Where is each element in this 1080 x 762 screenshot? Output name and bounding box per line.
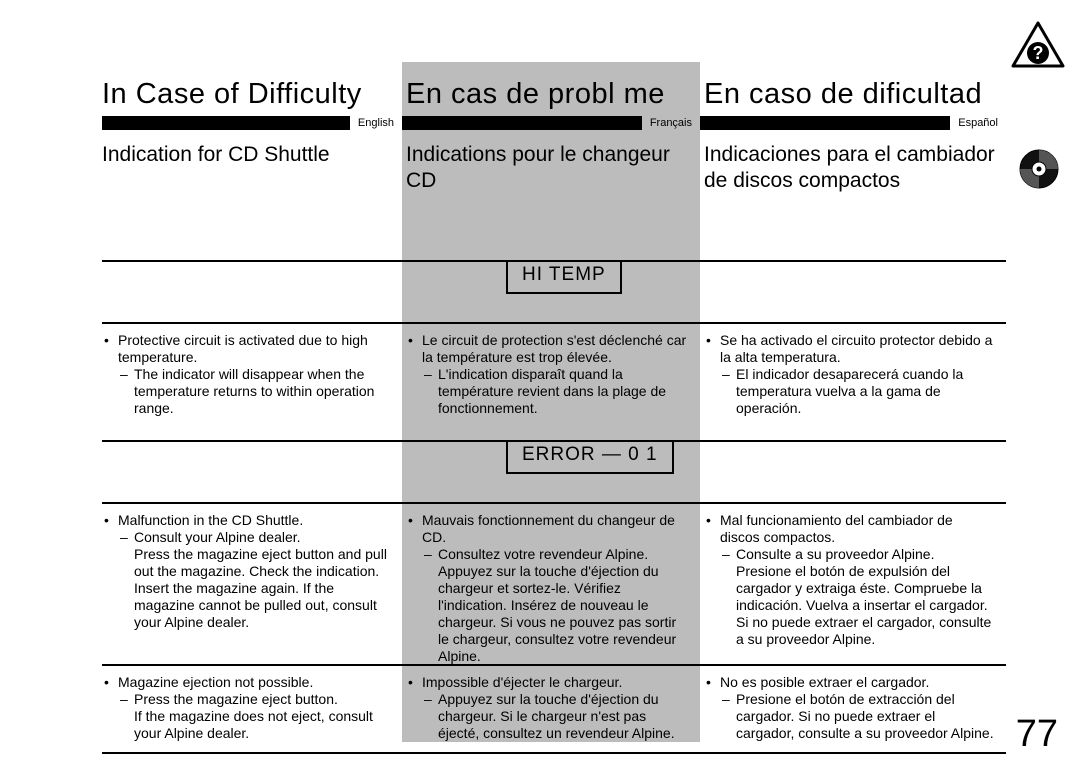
code-label-error01: ERROR — 0 1 <box>506 440 674 474</box>
lang-label-en: English <box>352 117 402 129</box>
content: In Case of Difficulty En cas de probl me… <box>0 0 1080 762</box>
language-bar-row: English Français Español <box>102 116 1006 130</box>
lang-bar-en: English <box>102 116 402 130</box>
hitemp-en-bullet: Protective circuit is activated due to h… <box>118 332 368 365</box>
hitemp-fr: Le circuit de protection s'est déclenché… <box>402 332 700 417</box>
err-b-fr: Impossible d'éjecter le chargeur. Appuye… <box>402 674 700 742</box>
err-b-en-dash: Press the magazine eject button. <box>134 691 338 707</box>
err-b-en: Magazine ejection not possible. Press th… <box>102 674 402 742</box>
err-a-fr-dash: Consultez votre revendeur Alpine. <box>438 546 648 562</box>
manual-page: ? In Case of Difficulty En cas de probl … <box>0 0 1080 762</box>
cd-disc-icon <box>1018 148 1060 190</box>
err-a-es-dash: Consulte a su proveedor Alpine. <box>736 546 934 562</box>
err-a-en-dash: Consult your Alpine dealer. <box>134 529 301 545</box>
err-a-en-bullet: Malfunction in the CD Shuttle. <box>118 512 303 528</box>
err-b-en-cont: If the magazine does not eject, consult … <box>134 708 392 742</box>
subtitle-es: Indicaciones para el cambiador de discos… <box>700 142 1006 194</box>
lang-bar-fr: Français <box>402 116 700 130</box>
err-a-en-cont: Press the magazine eject button and pull… <box>134 546 392 631</box>
err-a-es-bullet: Mal funcionamiento del cambiador de disc… <box>720 512 953 545</box>
err-b-es: No es posible extraer el cargador. Presi… <box>700 674 1006 742</box>
divider-4 <box>102 502 1006 504</box>
subtitle-fr: Indications pour le changeur CD <box>402 142 700 194</box>
err-a-es: Mal funcionamiento del cambiador de disc… <box>700 512 1006 665</box>
title-fr: En cas de probl me <box>402 78 700 111</box>
subtitle-row: Indication for CD Shuttle Indications po… <box>102 142 1006 194</box>
section-error01-b: Magazine ejection not possible. Press th… <box>102 674 1006 742</box>
hitemp-en: Protective circuit is activated due to h… <box>102 332 402 417</box>
subtitle-en: Indication for CD Shuttle <box>102 142 402 194</box>
err-b-es-bullet: No es posible extraer el cargador. <box>720 674 929 690</box>
hitemp-es-bullet: Se ha activado el circuito protector deb… <box>720 332 992 365</box>
divider-6 <box>102 752 1006 754</box>
err-a-en: Malfunction in the CD Shuttle. Consult y… <box>102 512 402 665</box>
lang-bar-es: Español <box>700 116 1006 130</box>
err-b-fr-dash: Appuyez sur la touche d'éjection du char… <box>422 691 690 742</box>
lang-label-es: Español <box>952 117 1006 129</box>
hitemp-fr-bullet: Le circuit de protection s'est déclenché… <box>422 332 686 365</box>
err-a-es-cont2: Si no puede extraer el cargador, consult… <box>736 614 996 648</box>
err-a-fr-bullet: Mauvais fonctionnement du changeur de CD… <box>422 512 675 545</box>
code-label-hitemp: HI TEMP <box>506 260 622 294</box>
divider-5 <box>102 664 1006 666</box>
hitemp-es: Se ha activado el circuito protector deb… <box>700 332 1006 417</box>
hitemp-fr-dash: L'indication disparaît quand la températ… <box>422 366 690 417</box>
hitemp-en-dash: The indicator will disappear when the te… <box>118 366 392 417</box>
err-b-es-dash: Presione el botón de extracción del carg… <box>720 691 996 742</box>
err-a-fr-cont: Appuyez sur la touche d'éjection du char… <box>438 563 690 665</box>
err-a-fr: Mauvais fonctionnement du changeur de CD… <box>402 512 700 665</box>
svg-text:?: ? <box>1033 43 1044 63</box>
divider-2 <box>102 322 1006 324</box>
err-a-es-cont: Presione el botón de expulsión del carga… <box>736 563 996 614</box>
section-hitemp: Protective circuit is activated due to h… <box>102 332 1006 417</box>
hitemp-es-dash: El indicador desaparecerá cuando la temp… <box>720 366 996 417</box>
title-en: In Case of Difficulty <box>102 78 402 111</box>
title-es: En caso de dificultad <box>700 78 1006 111</box>
title-row: In Case of Difficulty En cas de probl me… <box>102 78 1006 111</box>
lang-label-fr: Français <box>644 117 700 129</box>
section-error01-a: Malfunction in the CD Shuttle. Consult y… <box>102 512 1006 665</box>
question-mark-icon: ? <box>1010 20 1066 70</box>
err-b-en-bullet: Magazine ejection not possible. <box>118 674 313 690</box>
page-number: 77 <box>1016 713 1058 756</box>
err-b-fr-bullet: Impossible d'éjecter le chargeur. <box>422 674 622 690</box>
